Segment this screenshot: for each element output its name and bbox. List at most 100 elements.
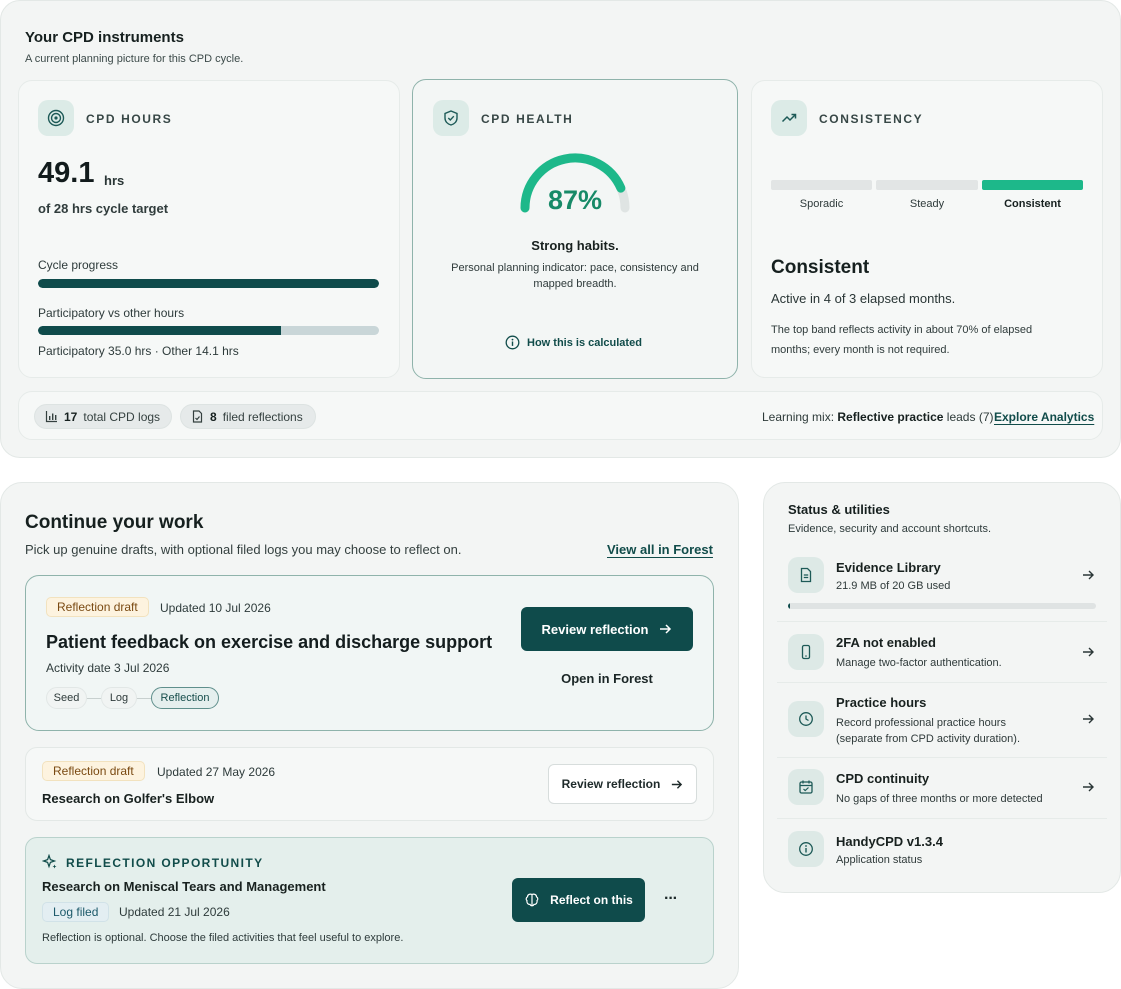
review-reflection-label: Review reflection [561, 777, 661, 791]
status-utilities-panel [763, 482, 1121, 893]
review-reflection-label: Review reflection [541, 621, 649, 637]
cpd-hours-label: CPD HOURS [86, 112, 173, 126]
instruments-subtitle: A current planning picture for this CPD … [25, 53, 244, 65]
status-subtitle: Evidence, security and account shortcuts… [788, 523, 991, 535]
arrow-right-icon [672, 779, 683, 789]
cpd-health-label: CPD HEALTH [481, 112, 574, 126]
stage-chips: Seed Log Reflection [46, 687, 219, 709]
reflections-label: filed reflections [222, 409, 303, 424]
opportunity-label: REFLECTION OPPORTUNITY [66, 856, 264, 870]
consistency-headline: Consistent [771, 257, 870, 278]
arrow-right-icon [1083, 570, 1094, 580]
log-filed-tag: Log filed [42, 902, 110, 922]
participatory-label: Participatory vs other hours [38, 306, 185, 320]
opportunity-note: Reflection is optional. Choose the filed… [42, 932, 404, 944]
reflection-draft-tag: Reflection draft [42, 761, 145, 781]
health-percent: 87% [547, 185, 603, 215]
clock-icon [788, 701, 824, 737]
evidence-library-title: Evidence Library [836, 560, 941, 575]
health-description: Personal planning indicator: pace, consi… [451, 262, 699, 290]
cpd-continuity-row[interactable] [777, 757, 1107, 819]
secondary-title: Research on Golfer's Elbow [42, 791, 215, 806]
health-gauge-arc [520, 153, 626, 213]
more-options-button[interactable]: ··· [664, 890, 678, 907]
two-factor-title: 2FA not enabled [836, 635, 936, 650]
learning-mix-leader: Reflective practice [837, 410, 944, 424]
file-check-icon [192, 410, 203, 423]
phone-icon [788, 634, 824, 670]
stage-connector [137, 697, 151, 699]
segment-steady: Steady [876, 180, 978, 210]
logs-pill[interactable]: 17 total CPD logs [34, 404, 172, 429]
cpd-hours-target: of 28 hrs cycle target [38, 201, 169, 216]
primary-title: Patient feedback on exercise and dischar… [46, 632, 493, 652]
opportunity-updated: Updated 21 Jul 2026 [119, 905, 230, 919]
arrow-right-icon [1083, 714, 1094, 724]
arrow-right-icon [1083, 782, 1094, 792]
practice-hours-sub: Record professional practice hours (sepa… [836, 717, 1021, 745]
primary-activity-date: Activity date 3 Jul 2026 [46, 661, 170, 675]
segment-consistent: Consistent [982, 180, 1083, 210]
two-factor-row[interactable] [777, 621, 1107, 683]
target-icon [38, 100, 74, 136]
app-status-row [777, 818, 1107, 880]
secondary-updated: Updated 27 May 2026 [157, 765, 276, 779]
practice-hours-title: Practice hours [836, 695, 927, 710]
two-factor-sub: Manage two-factor authentication. [836, 657, 1002, 669]
info-icon [788, 831, 824, 867]
learning-mix-prefix: Learning mix: [762, 410, 835, 424]
segment-sporadic-label: Sporadic [799, 198, 844, 210]
consistency-label: CONSISTENCY [819, 112, 924, 126]
segment-sporadic-bar [771, 180, 872, 190]
work-subtitle: Pick up genuine drafts, with optional fi… [25, 542, 462, 557]
stage-log: Log [101, 687, 137, 709]
participatory-detail: Participatory 35.0 hrs · Other 14.1 hrs [38, 344, 239, 358]
arrow-right-icon [1083, 647, 1094, 657]
logs-label: total CPD logs [83, 409, 161, 424]
calendar-check-icon [788, 769, 824, 805]
segment-steady-bar [876, 180, 978, 190]
review-reflection-button-secondary[interactable]: Review reflection [548, 764, 697, 804]
logs-count: 17 [64, 409, 78, 424]
reflections-pill[interactable]: 8 filed reflections [180, 404, 316, 429]
consistency-card [751, 80, 1103, 378]
trend-up-icon [771, 100, 807, 136]
open-in-forest-button[interactable]: Open in Forest [561, 671, 653, 686]
consistency-active: Active in 4 of 3 elapsed months. [771, 291, 956, 306]
cpd-continuity-sub: No gaps of three months or more detected [836, 793, 1043, 805]
brain-icon [525, 893, 539, 907]
learning-mix-suffix: leads (7) [946, 410, 994, 424]
stage-seed: Seed [46, 687, 87, 709]
learning-mix: Learning mix: Reflective practice leads … [762, 410, 993, 424]
cpd-hours-value: 49.1 [38, 157, 95, 189]
health-gauge [520, 153, 630, 213]
view-all-forest-link[interactable]: View all in Forest [607, 542, 713, 557]
practice-hours-row[interactable] [777, 682, 1107, 758]
cycle-progress-bar [38, 279, 379, 288]
how-calculated-link[interactable]: How this is calculated [505, 335, 642, 350]
evidence-library-sub: 21.9 MB of 20 GB used [836, 580, 951, 592]
shield-check-icon [433, 100, 469, 136]
info-circle-icon [505, 335, 520, 350]
app-version-title: HandyCPD v1.3.4 [836, 834, 943, 849]
segment-consistent-label: Consistent [1004, 198, 1061, 210]
review-reflection-button[interactable]: Review reflection [521, 607, 693, 651]
app-version-sub: Application status [836, 854, 923, 866]
segment-steady-label: Steady [909, 198, 945, 210]
storage-usage-bar [788, 603, 1096, 609]
reflect-on-this-label: Reflect on this [550, 893, 633, 907]
explore-analytics-link[interactable]: Explore Analytics [994, 410, 1095, 424]
stage-reflection: Reflection [151, 687, 219, 709]
arrow-right-icon [660, 624, 672, 634]
how-calculated-text: How this is calculated [527, 336, 642, 349]
cycle-progress-label: Cycle progress [38, 258, 119, 272]
sparkle-icon [42, 854, 57, 869]
bar-chart-icon [45, 411, 57, 423]
instruments-title: Your CPD instruments [25, 29, 184, 46]
segment-sporadic: Sporadic [771, 180, 872, 210]
reflect-on-this-button[interactable]: Reflect on this [512, 878, 645, 922]
primary-updated: Updated 10 Jul 2026 [160, 601, 271, 615]
participatory-bar [38, 326, 379, 335]
document-icon [788, 557, 824, 593]
health-headline: Strong habits. [531, 238, 619, 253]
